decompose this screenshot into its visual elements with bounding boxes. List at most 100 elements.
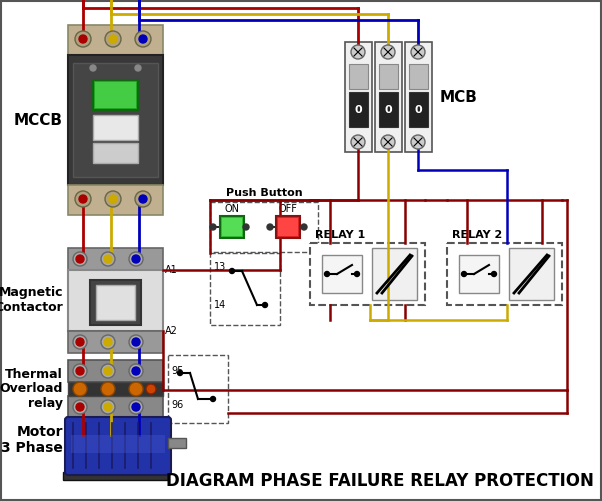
Circle shape [135, 31, 151, 47]
Text: MCB: MCB [440, 90, 478, 105]
Bar [95, 82, 136, 108]
Bar [409, 92, 428, 127]
Bar [372, 248, 417, 300]
Bar [68, 360, 163, 382]
Bar [276, 216, 300, 238]
Circle shape [101, 364, 115, 378]
Text: Magnetic
Contactor: Magnetic Contactor [0, 286, 63, 314]
Circle shape [101, 335, 115, 349]
Circle shape [351, 135, 365, 149]
Bar [68, 55, 163, 185]
Circle shape [178, 371, 182, 376]
Bar [68, 270, 163, 331]
Circle shape [129, 335, 143, 349]
Circle shape [105, 191, 121, 207]
Bar [210, 202, 318, 252]
Circle shape [139, 35, 147, 43]
Circle shape [73, 382, 87, 396]
Circle shape [104, 403, 112, 411]
Bar [405, 42, 432, 152]
Circle shape [104, 367, 112, 375]
Circle shape [381, 45, 395, 59]
Text: RELAY 2: RELAY 2 [452, 230, 502, 240]
Text: Push Button: Push Button [226, 188, 302, 198]
Bar [93, 80, 138, 110]
Text: Motor
3 Phase: Motor 3 Phase [1, 425, 63, 455]
Circle shape [101, 400, 115, 414]
Circle shape [101, 382, 115, 396]
Circle shape [76, 255, 84, 263]
FancyBboxPatch shape [65, 417, 171, 475]
Circle shape [104, 255, 112, 263]
Circle shape [90, 65, 96, 71]
Bar [310, 243, 425, 305]
Text: ON: ON [225, 204, 240, 214]
Bar [278, 218, 298, 236]
Text: 0: 0 [414, 105, 422, 115]
Circle shape [73, 335, 87, 349]
Circle shape [491, 272, 497, 277]
Bar [375, 42, 402, 152]
Bar [322, 255, 362, 293]
Text: 96: 96 [171, 400, 183, 410]
Circle shape [76, 338, 84, 346]
Circle shape [132, 367, 140, 375]
Circle shape [146, 384, 156, 394]
Circle shape [132, 255, 140, 263]
Circle shape [301, 224, 307, 230]
Circle shape [79, 35, 87, 43]
Bar [210, 253, 280, 325]
Bar [168, 438, 186, 448]
Bar [379, 64, 398, 89]
Circle shape [211, 396, 216, 401]
Circle shape [76, 367, 84, 375]
Bar [220, 216, 244, 238]
Circle shape [109, 195, 117, 203]
Circle shape [229, 269, 235, 274]
Bar [409, 64, 428, 89]
Bar [93, 143, 138, 163]
Circle shape [73, 400, 87, 414]
Text: A1: A1 [165, 265, 178, 275]
Circle shape [129, 400, 143, 414]
Circle shape [105, 31, 121, 47]
Text: RELAY 1: RELAY 1 [315, 230, 365, 240]
Bar [90, 280, 141, 325]
Circle shape [355, 272, 359, 277]
Bar [73, 63, 158, 177]
Bar [68, 396, 163, 418]
Circle shape [104, 338, 112, 346]
Circle shape [101, 252, 115, 266]
Bar [68, 185, 163, 215]
Circle shape [462, 272, 467, 277]
Circle shape [75, 191, 91, 207]
Circle shape [135, 191, 151, 207]
Bar [509, 248, 554, 300]
Circle shape [139, 195, 147, 203]
Circle shape [129, 252, 143, 266]
Text: A2: A2 [165, 326, 178, 336]
Circle shape [411, 45, 425, 59]
Bar [63, 472, 168, 480]
Bar [349, 92, 368, 127]
Circle shape [132, 338, 140, 346]
Text: 0: 0 [354, 105, 362, 115]
Circle shape [129, 364, 143, 378]
Circle shape [411, 135, 425, 149]
Text: 0: 0 [384, 105, 392, 115]
Circle shape [210, 224, 216, 230]
Bar [68, 331, 163, 353]
Bar [222, 218, 242, 236]
Bar [68, 382, 163, 396]
Bar [68, 248, 163, 270]
Circle shape [381, 135, 395, 149]
Text: Thermal
Overload
relay: Thermal Overload relay [0, 368, 63, 410]
Circle shape [109, 35, 117, 43]
Circle shape [129, 382, 143, 396]
Circle shape [351, 45, 365, 59]
Bar [71, 435, 165, 453]
Text: 95: 95 [171, 366, 184, 376]
Circle shape [76, 403, 84, 411]
Text: 14: 14 [214, 300, 226, 310]
Text: MCCB: MCCB [14, 113, 63, 127]
